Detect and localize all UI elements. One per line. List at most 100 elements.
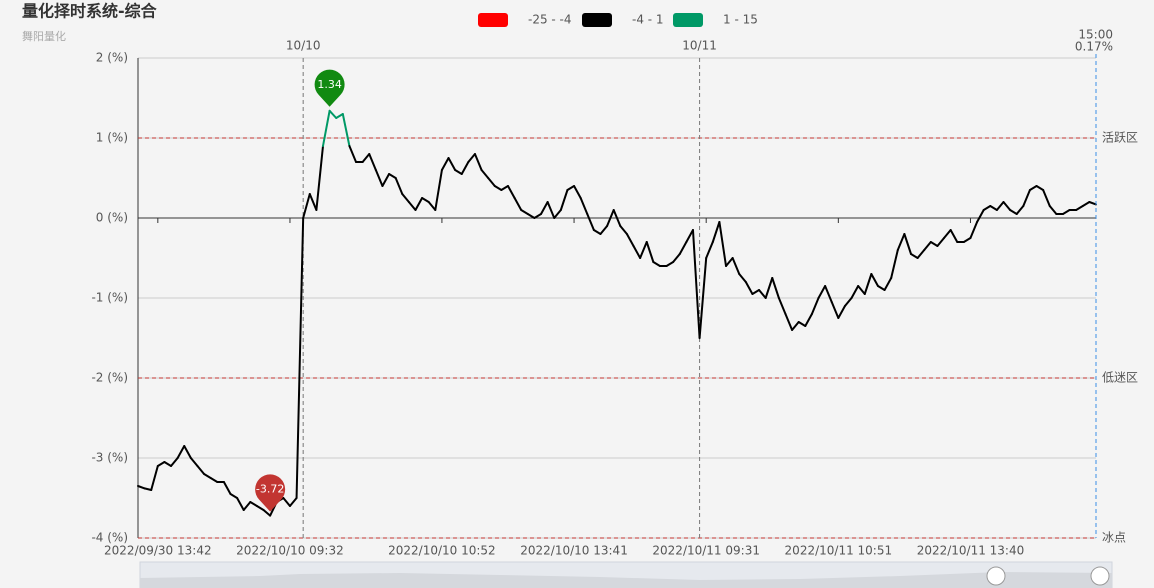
legend-swatch bbox=[582, 13, 612, 27]
line-segment bbox=[229, 493, 239, 499]
line-segment bbox=[262, 509, 272, 517]
line-segment bbox=[896, 233, 906, 251]
y-tick-label: 0 (%) bbox=[96, 211, 128, 225]
line-segment bbox=[434, 169, 443, 211]
line-segment bbox=[487, 177, 496, 187]
line-segment bbox=[817, 285, 827, 299]
mark-point bbox=[255, 474, 286, 512]
line-segment bbox=[764, 277, 774, 299]
line-segment bbox=[427, 201, 437, 211]
y-tick-label: -4 (%) bbox=[91, 531, 128, 545]
line-segment bbox=[744, 281, 754, 295]
line-segment bbox=[1042, 189, 1051, 207]
line-segment bbox=[1075, 205, 1084, 211]
line-segment bbox=[540, 201, 549, 215]
line-segment bbox=[738, 273, 747, 283]
zoom-shadow bbox=[140, 572, 1112, 588]
line-segment bbox=[183, 445, 192, 459]
line-segment bbox=[969, 221, 979, 239]
line-segment bbox=[295, 217, 305, 499]
line-segment bbox=[381, 173, 391, 187]
line-segment bbox=[460, 161, 470, 175]
line-segment bbox=[943, 229, 952, 239]
line-segment bbox=[718, 221, 728, 267]
line-segment bbox=[711, 221, 721, 243]
line-segment bbox=[830, 301, 840, 319]
chart-title: 量化择时系统-综合 bbox=[22, 2, 158, 21]
line-segment bbox=[1022, 189, 1031, 207]
line-segment bbox=[857, 285, 866, 295]
line-segment bbox=[394, 177, 404, 195]
line-segment bbox=[480, 169, 490, 179]
chart-subtitle: 舞阳量化 bbox=[22, 29, 66, 43]
line-segment bbox=[1028, 185, 1038, 191]
line-segment bbox=[758, 289, 767, 299]
line-segment bbox=[850, 285, 860, 299]
day-label: 10/11 bbox=[682, 39, 717, 53]
line-segment bbox=[698, 257, 708, 339]
line-segment bbox=[315, 145, 324, 211]
mark-line-label: 活跃区 bbox=[1102, 131, 1138, 145]
line-segment bbox=[890, 249, 899, 279]
line-segment bbox=[929, 241, 939, 247]
line-segment bbox=[308, 193, 318, 211]
x-tick-label: 2022/10/11 10:51 bbox=[785, 544, 893, 558]
x-tick-label: 2022/10/10 09:32 bbox=[236, 544, 344, 558]
line-segment bbox=[302, 193, 311, 219]
zoom-handle[interactable] bbox=[986, 566, 1006, 586]
line-segment bbox=[632, 245, 642, 259]
line-segment bbox=[189, 457, 199, 467]
x-tick-label: 2022/10/11 09:31 bbox=[652, 544, 760, 558]
mark-point bbox=[314, 69, 345, 107]
x-tick-label: 2022/09/30 13:42 bbox=[104, 544, 212, 558]
line-segment bbox=[573, 185, 582, 199]
line-segment bbox=[421, 197, 430, 203]
legend-swatch bbox=[478, 13, 508, 27]
line-segment bbox=[1015, 205, 1025, 215]
data-zoom[interactable] bbox=[139, 561, 1113, 588]
line-segment bbox=[374, 169, 384, 187]
line-segment bbox=[731, 257, 741, 275]
line-segment bbox=[751, 289, 761, 295]
line-segment bbox=[249, 501, 258, 507]
line-segment bbox=[678, 241, 688, 255]
line-segment bbox=[771, 277, 780, 299]
legend-label: 1 - 15 bbox=[723, 13, 758, 27]
line-segment bbox=[989, 205, 998, 211]
x-tick-label: 2022/10/11 13:40 bbox=[917, 544, 1025, 558]
end-value: 0.17% bbox=[1075, 40, 1113, 54]
zoom-handle[interactable] bbox=[1090, 566, 1110, 586]
line-segment bbox=[209, 477, 219, 483]
line-segment bbox=[837, 305, 846, 319]
line-segment bbox=[526, 213, 536, 219]
line-segment bbox=[883, 277, 893, 291]
line-segment bbox=[401, 193, 410, 203]
line-segment bbox=[949, 229, 959, 243]
y-tick-label: -3 (%) bbox=[91, 451, 128, 465]
mark-line-label: 低迷区 bbox=[1102, 371, 1138, 385]
line-segment bbox=[242, 501, 252, 511]
line-segment bbox=[1048, 205, 1058, 215]
line-segment bbox=[1009, 209, 1018, 215]
line-segment bbox=[625, 233, 635, 247]
line-segment bbox=[163, 461, 173, 467]
line-segment bbox=[923, 241, 932, 251]
line-segment bbox=[170, 457, 179, 467]
line-segment bbox=[236, 497, 245, 511]
line-segment bbox=[784, 313, 794, 331]
line-segment bbox=[137, 485, 146, 490]
end-time: 15:00 bbox=[1078, 28, 1113, 42]
line-segment bbox=[143, 487, 153, 491]
line-segment bbox=[639, 241, 648, 259]
y-tick-label: -2 (%) bbox=[91, 371, 128, 385]
mark-point-label: -3.72 bbox=[256, 483, 284, 496]
line-segment bbox=[500, 185, 509, 191]
line-segment bbox=[685, 229, 694, 243]
line-segment bbox=[414, 197, 424, 211]
line-segment bbox=[903, 233, 913, 255]
line-segment bbox=[341, 113, 351, 147]
mark-line-label: 冰点 bbox=[1102, 531, 1126, 545]
line-segment bbox=[282, 497, 291, 507]
